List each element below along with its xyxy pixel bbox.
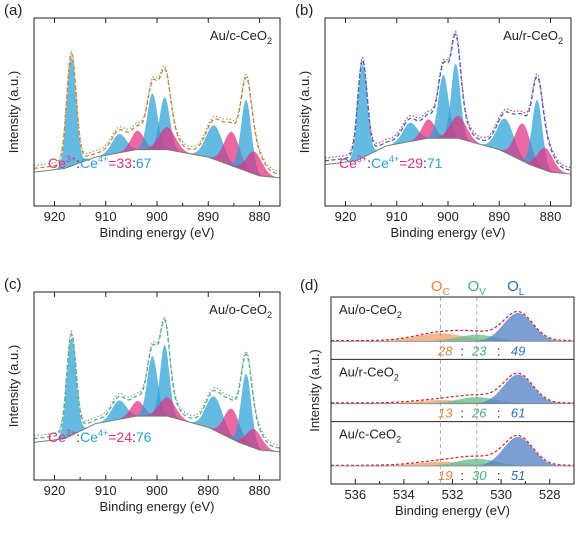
ov-component-peak	[331, 334, 574, 342]
x-tick-label: 890	[488, 209, 510, 224]
ce3d-panel-a: 920 910 900 890 880 Binding energy (eV) Intens…	[4, 2, 281, 240]
o-ratio-value: 19	[438, 468, 452, 483]
ce4-component-peak	[34, 125, 280, 178]
o-ratio-value: 23	[471, 343, 487, 358]
y-axis-label: Intensity (a.u.)	[6, 345, 21, 427]
background-line	[34, 149, 280, 179]
x-tick-label: 900	[146, 483, 168, 498]
ce3-component-peak	[325, 123, 571, 174]
x-tick-label: 920	[44, 209, 66, 224]
x-tick-label: 530	[490, 487, 512, 502]
o-ratio-separator: :	[460, 406, 464, 421]
o-ratio-value: 51	[511, 468, 525, 483]
ce4-component-peak	[34, 97, 280, 178]
x-tick-label: 910	[95, 209, 117, 224]
x-tick-label: 534	[393, 487, 415, 502]
o-ratio-value: 49	[511, 343, 525, 358]
peak-label: OC	[431, 278, 450, 298]
x-tick-label: 528	[539, 487, 561, 502]
ol-component-peak	[331, 436, 574, 466]
fit-envelope-line	[34, 318, 280, 449]
x-axis-label: Binding energy (eV)	[100, 225, 215, 240]
o-ratio-separator: :	[497, 343, 501, 358]
x-tick-label: 532	[442, 487, 464, 502]
x-tick-label: 910	[386, 209, 408, 224]
ol-component-peak	[331, 313, 574, 342]
plot-area	[34, 315, 280, 453]
peak-label: OL	[507, 278, 525, 298]
x-tick-label: 880	[540, 209, 562, 224]
fit-envelope-line	[331, 372, 574, 404]
ov-component-peak	[331, 397, 574, 404]
o-ratio-separator: :	[497, 406, 501, 421]
ce4-component-peak	[325, 118, 571, 174]
x-tick-label: 536	[344, 487, 366, 502]
sample-label: Au/c-CeO2	[210, 28, 272, 46]
x-tick-label: 900	[437, 209, 459, 224]
ce3d-panel-c: 920 910 900 890 880 Binding energy (eV) Intens…	[4, 276, 281, 514]
plot-area	[325, 30, 571, 175]
x-tick-label: 900	[146, 209, 168, 224]
x-tick-label: 890	[197, 209, 219, 224]
ov-component-peak	[331, 458, 574, 466]
peak-label: OV	[468, 278, 487, 298]
oc-component-peak	[331, 333, 574, 342]
plot-area	[331, 310, 574, 467]
ce-ratio-label: Ce3+:Ce4+=33:67	[48, 154, 152, 171]
o1s-subpanel	[331, 372, 574, 405]
o1s-subpanel	[331, 310, 574, 342]
o-ratio-separator: :	[460, 468, 464, 483]
ce3-component-peak	[34, 397, 280, 452]
ce3d-panel-b: 920 910 900 890 880 Binding energy (eV) Intens…	[295, 2, 572, 240]
x-tick-label: 920	[44, 483, 66, 498]
panel-label: (c)	[4, 276, 22, 293]
fit-envelope-line	[34, 51, 280, 175]
ce4-component-peak	[34, 396, 280, 452]
o-ratio-value: 13	[438, 406, 453, 421]
x-tick-label: 920	[335, 209, 357, 224]
x-tick-label: 880	[249, 483, 271, 498]
ol-component-peak	[331, 374, 574, 404]
sample-label: Au/o-CeO2	[339, 302, 402, 320]
y-axis-label: Intensity (a.u.)	[307, 349, 322, 431]
o-ratio-value: 26	[471, 406, 487, 421]
o-ratio-value: 61	[511, 406, 525, 421]
panel-label: (d)	[300, 277, 318, 294]
o-ratio-separator: :	[460, 343, 464, 358]
x-tick-label: 890	[197, 483, 219, 498]
plot-area	[34, 48, 280, 179]
x-axis-label: Binding energy (eV)	[100, 499, 215, 514]
sample-label: Au/r-CeO2	[339, 364, 399, 382]
fit-envelope-line	[331, 434, 574, 466]
background-line	[34, 415, 280, 453]
o-ratio-value: 28	[437, 343, 453, 358]
x-axis-label: Binding energy (eV)	[391, 225, 506, 240]
fit-envelope-line	[331, 310, 574, 342]
ce3-component-peak	[34, 149, 280, 178]
sample-label: Au/r-CeO2	[503, 28, 563, 46]
panel-label: (a)	[4, 2, 22, 19]
y-axis-label: Intensity (a.u.)	[297, 71, 312, 153]
raw-data-line	[34, 48, 280, 172]
o1s-subpanel	[331, 434, 574, 467]
background-line	[325, 137, 571, 175]
o-ratio-value: 30	[472, 468, 487, 483]
x-axis-label: Binding energy (eV)	[395, 503, 510, 518]
o-ratio-separator: :	[497, 468, 501, 483]
y-axis-label: Intensity (a.u.)	[6, 71, 21, 153]
sample-label: Au/o-CeO2	[209, 302, 272, 320]
ce-ratio-label: Ce3+:Ce4+=24:76	[48, 428, 152, 445]
fit-envelope-line	[325, 33, 571, 171]
sample-label: Au/c-CeO2	[339, 427, 401, 445]
ce3-component-peak	[34, 131, 280, 178]
x-tick-label: 880	[249, 209, 271, 224]
x-tick-label: 910	[95, 483, 117, 498]
ce-ratio-label: Ce3+:Ce4+=29:71	[339, 154, 443, 171]
panel-label: (b)	[295, 2, 313, 19]
ce3-component-peak	[34, 408, 280, 452]
